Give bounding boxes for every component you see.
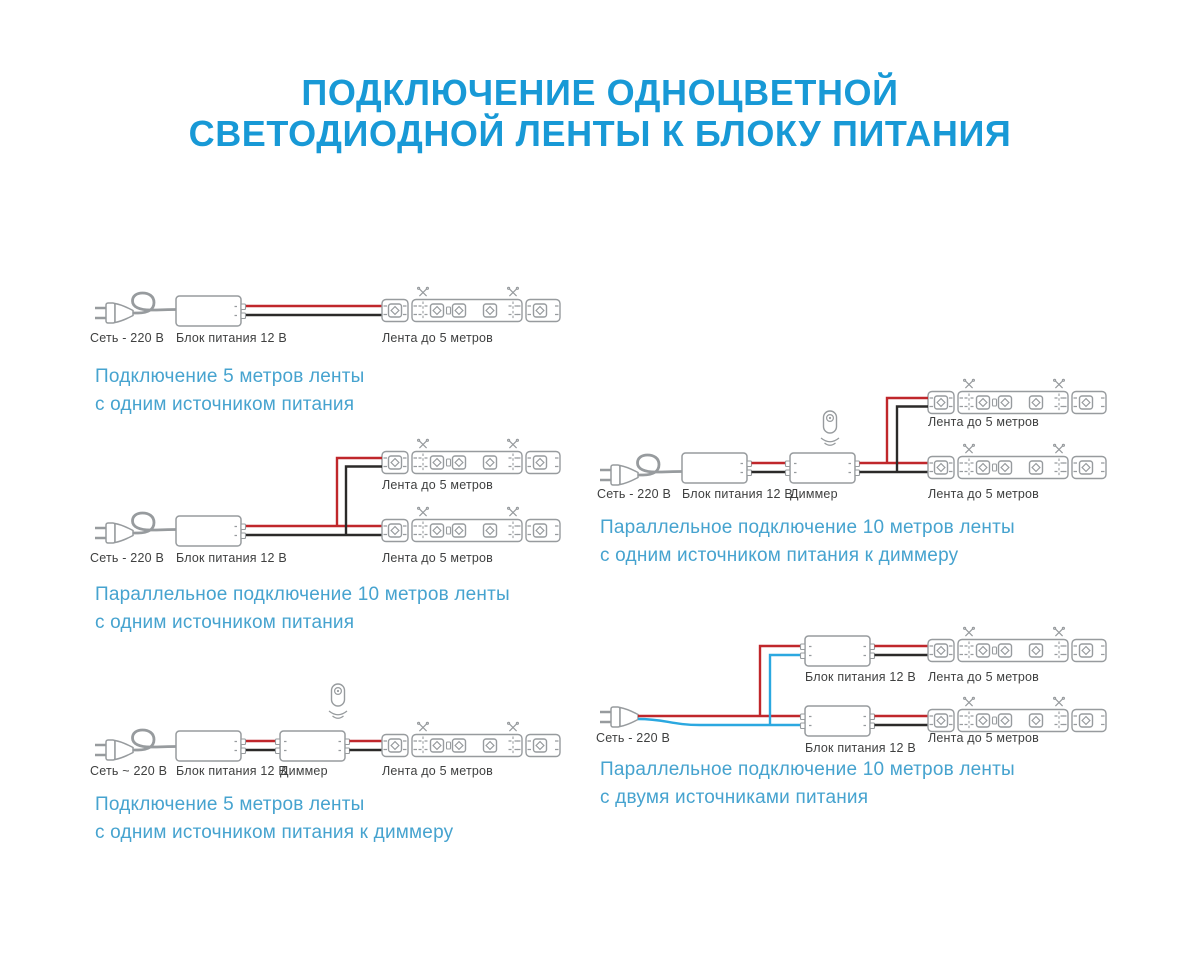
caption-line2: с двумя источниками питания bbox=[600, 787, 868, 808]
led-strip bbox=[928, 697, 1106, 731]
label-net: Сеть - 220 В bbox=[596, 731, 670, 745]
led-strip bbox=[928, 379, 1106, 413]
led-strip bbox=[928, 444, 1106, 478]
remote-control-icon bbox=[820, 410, 840, 446]
caption-line2: с одним источником питания bbox=[95, 394, 354, 415]
label-psu: Блок питания 12 В bbox=[176, 764, 287, 778]
label-psu-bottom: Блок питания 12 В bbox=[805, 741, 916, 755]
dimmer-box bbox=[784, 452, 861, 484]
psu-box bbox=[799, 705, 876, 737]
label-strip: Лента до 5 метров bbox=[382, 764, 493, 778]
label-psu: Блок питания 12 В bbox=[176, 551, 287, 565]
led-strip bbox=[382, 287, 560, 321]
label-strip: Лента до 5 метров bbox=[382, 331, 493, 345]
wire-black bbox=[859, 405, 928, 474]
caption-line2: с одним источником питания к диммеру bbox=[95, 822, 454, 843]
led-strip bbox=[382, 722, 560, 756]
led-strip bbox=[382, 507, 560, 541]
power-plug-icon bbox=[95, 730, 177, 760]
label-strip-bottom: Лента до 5 метров bbox=[928, 487, 1039, 501]
page-title-line1: ПОДКЛЮЧЕНИЕ ОДНОЦВЕТНОЙ bbox=[301, 72, 899, 113]
caption-line1: Параллельное подключение 10 метров ленты bbox=[600, 759, 1015, 780]
label-dimmer: Диммер bbox=[790, 487, 838, 501]
caption-line1: Параллельное подключение 10 метров ленты bbox=[95, 584, 510, 605]
diagram-parallel-strips-dimmer: Лента до 5 метров Сеть - 220 В Блок пита… bbox=[597, 379, 1106, 566]
caption-line2: с одним источником питания к диммеру bbox=[600, 545, 959, 566]
psu-box bbox=[175, 515, 247, 547]
psu-box bbox=[175, 730, 247, 762]
wire-red bbox=[638, 644, 801, 718]
label-strip-bottom: Лента до 5 метров bbox=[382, 551, 493, 565]
label-psu-top: Блок питания 12 В bbox=[805, 670, 916, 684]
label-psu: Блок питания 12 В bbox=[682, 487, 793, 501]
diagram-single-strip-dimmer: Сеть ~ 220 В Блок питания 12 В Диммер Ле… bbox=[90, 683, 560, 843]
wire-red bbox=[246, 456, 382, 528]
label-strip-top: Лента до 5 метров bbox=[382, 478, 493, 492]
psu-box bbox=[681, 452, 753, 484]
dimmer-box bbox=[274, 730, 351, 762]
wire-blue bbox=[637, 653, 801, 727]
caption-line2: с одним источником питания bbox=[95, 612, 354, 633]
power-plug-icon bbox=[598, 705, 640, 729]
label-net: Сеть ~ 220 В bbox=[90, 764, 167, 778]
diagram-single-strip-one-psu: Сеть - 220 В Блок питания 12 В Лента до … bbox=[90, 287, 560, 415]
page-title-line2: СВЕТОДИОДНОЙ ЛЕНТЫ К БЛОКУ ПИТАНИЯ bbox=[188, 113, 1012, 154]
label-strip-bottom: Лента до 5 метров bbox=[928, 731, 1039, 745]
wire-black bbox=[246, 465, 382, 537]
power-plug-icon bbox=[95, 293, 177, 323]
caption-line1: Подключение 5 метров ленты bbox=[95, 366, 365, 387]
caption-line1: Параллельное подключение 10 метров ленты bbox=[600, 517, 1015, 538]
led-strip bbox=[928, 627, 1106, 661]
remote-control-icon bbox=[328, 683, 348, 719]
wire-red bbox=[859, 396, 928, 465]
label-strip-top: Лента до 5 метров bbox=[928, 670, 1039, 684]
label-dimmer: Диммер bbox=[280, 764, 328, 778]
psu-box bbox=[175, 295, 247, 327]
label-net: Сеть - 220 В bbox=[597, 487, 671, 501]
label-net: Сеть - 220 В bbox=[90, 551, 164, 565]
page-title: ПОДКЛЮЧЕНИЕ ОДНОЦВЕТНОЙ СВЕТОДИОДНОЙ ЛЕН… bbox=[0, 72, 1200, 154]
led-strip bbox=[382, 439, 560, 473]
diagram-parallel-strips-two-psu: Блок питания 12 В Лента до 5 метров Сеть… bbox=[596, 627, 1106, 808]
power-plug-icon bbox=[95, 513, 177, 543]
label-net: Сеть - 220 В bbox=[90, 331, 164, 345]
caption-line1: Подключение 5 метров ленты bbox=[95, 794, 365, 815]
psu-box bbox=[799, 635, 876, 667]
diagram-parallel-strips-one-psu: Лента до 5 метров Сеть - 220 В Блок пита… bbox=[90, 439, 560, 633]
label-psu: Блок питания 12 В bbox=[176, 331, 287, 345]
label-strip-top: Лента до 5 метров bbox=[928, 415, 1039, 429]
power-plug-icon bbox=[600, 455, 682, 485]
